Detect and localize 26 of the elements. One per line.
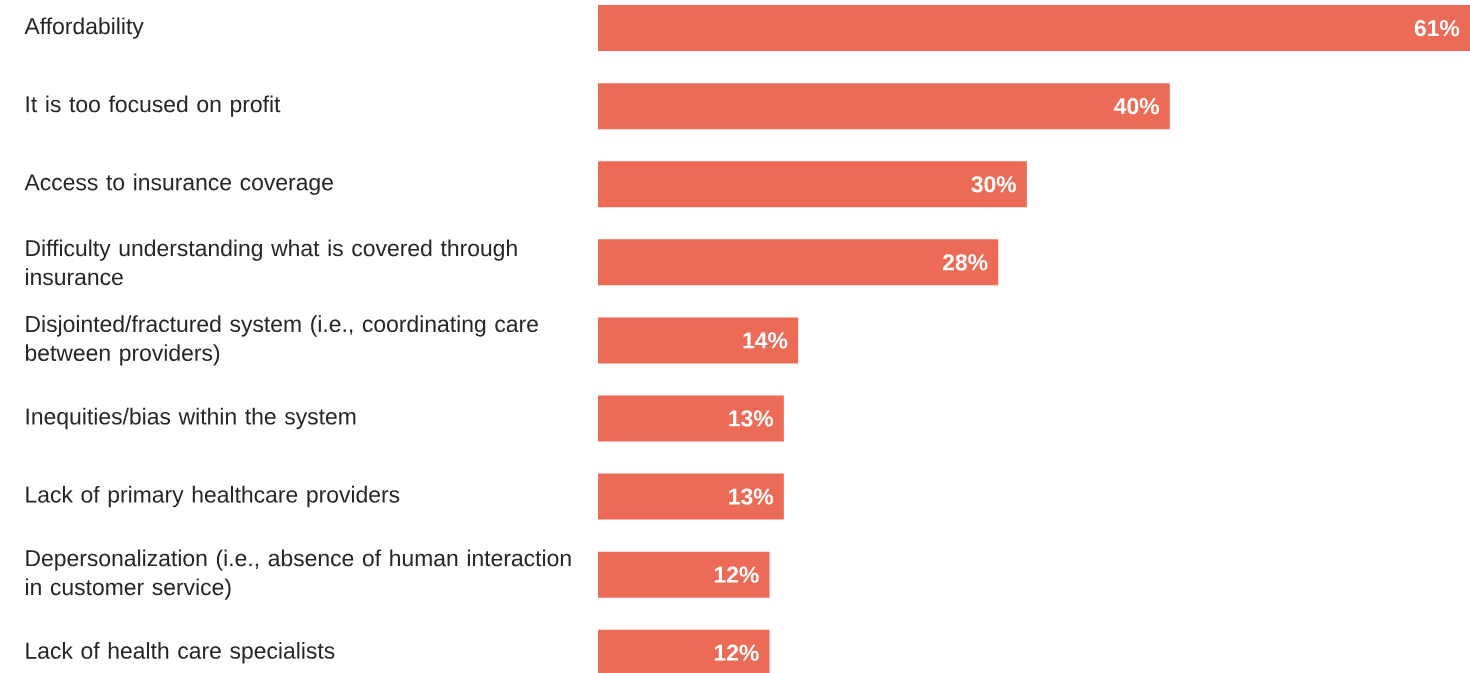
data-label: 40% xyxy=(1114,98,1160,115)
bar xyxy=(598,239,999,286)
data-label: 12% xyxy=(714,566,759,583)
data-label: 12% xyxy=(714,644,759,661)
y-tick-label: Disjointed/fractured system (i.e., coordinating care between providers) xyxy=(25,315,538,366)
y-tick-label: It is too focused on profit xyxy=(26,95,281,117)
data-label: 14% xyxy=(743,332,788,349)
bar xyxy=(598,317,799,364)
bar xyxy=(598,5,1470,52)
data-label: 61% xyxy=(1414,19,1460,37)
y-tick-label: Lack of health care specialists xyxy=(26,642,335,664)
data-label: 28% xyxy=(943,254,988,271)
data-label: 13% xyxy=(729,488,774,505)
bar xyxy=(598,161,1027,208)
y-tick-label: Lack of primary healthcare providers xyxy=(26,485,400,508)
data-label: 13% xyxy=(729,410,774,427)
bar xyxy=(598,473,784,520)
y-tick-label: Inequities/bias within the system xyxy=(26,407,356,430)
bar xyxy=(598,551,770,598)
y-tick-label: Depersonalization (i.e., absence of human interaction in customer service) xyxy=(26,549,571,600)
bar xyxy=(598,83,1170,130)
bar xyxy=(598,395,784,442)
y-tick-label: Access to insurance coverage xyxy=(24,173,333,195)
y-tick-label: Affordability xyxy=(24,17,144,39)
y-tick-label: Difficulty understanding what is covered through insurance xyxy=(26,239,517,286)
data-label: 30% xyxy=(971,176,1017,193)
